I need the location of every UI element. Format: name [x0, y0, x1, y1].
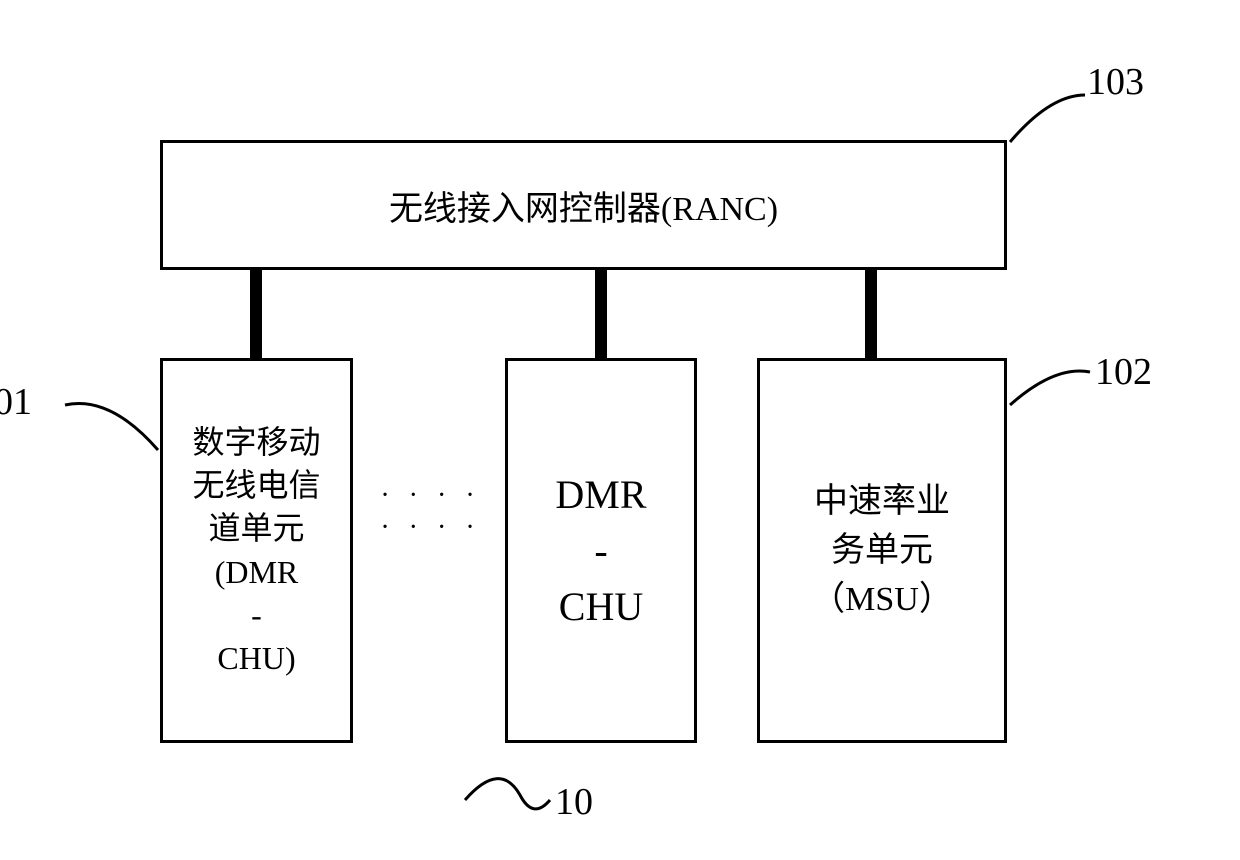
leader-line-10 [85, 60, 685, 860]
block-diagram: 无线接入网控制器(RANC) 数字移动无线电信道单元(DMR-CHU) · · … [85, 60, 1155, 760]
msu-label: 中速率业务单元（MSU） [811, 477, 953, 625]
